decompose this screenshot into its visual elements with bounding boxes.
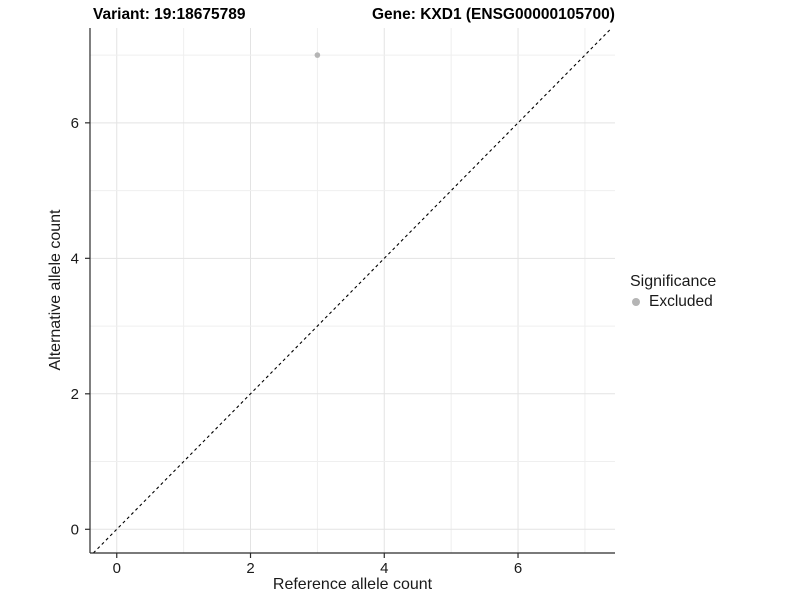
- x-tick-label: 2: [246, 560, 254, 577]
- gene-title: Gene: KXD1 (ENSG00000105700): [372, 6, 615, 23]
- y-tick-label: 4: [71, 250, 79, 267]
- legend-item-excluded: Excluded: [630, 293, 716, 311]
- legend-item-label: Excluded: [649, 293, 713, 310]
- x-tick-label: 4: [380, 560, 388, 577]
- x-tick-label: 6: [514, 560, 522, 577]
- x-tick-label: 0: [113, 560, 121, 577]
- y-tick-label: 0: [71, 521, 79, 538]
- y-tick-label: 2: [71, 386, 79, 403]
- legend-title: Significance: [630, 273, 717, 290]
- y-tick-label: 6: [71, 115, 79, 132]
- variant-title: Variant: 19:18675789: [93, 6, 246, 23]
- identity-line: [92, 27, 613, 554]
- y-axis-title: Alternative allele count: [47, 209, 64, 371]
- excluded-point-icon: [632, 298, 640, 306]
- data-point[interactable]: [314, 52, 321, 58]
- x-axis-title: Reference allele count: [272, 576, 433, 593]
- legend: Significance Excluded: [630, 273, 716, 311]
